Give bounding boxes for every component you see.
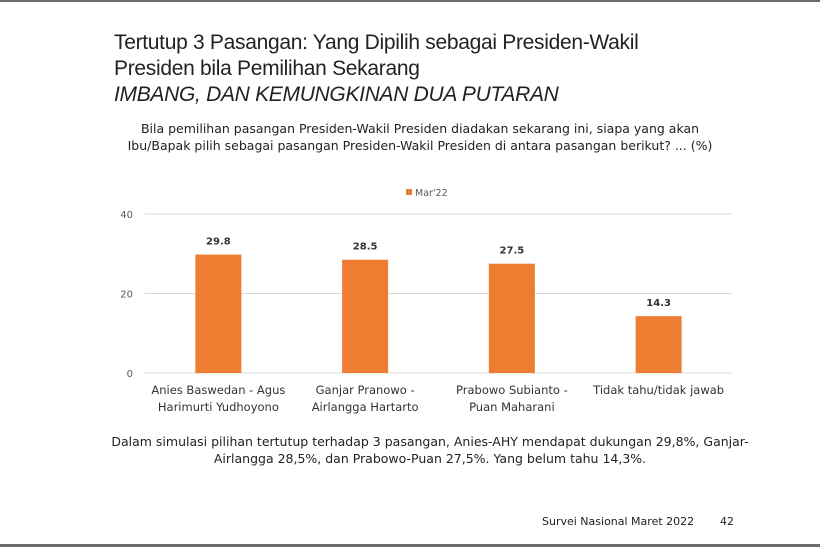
footer-text: Survei Nasional Maret 2022 xyxy=(542,515,695,528)
legend-swatch xyxy=(406,189,412,195)
bar xyxy=(195,254,242,373)
summary-note: Dalam simulasi pilihan tertutup terhadap… xyxy=(111,434,749,466)
x-tick-label: Puan Maharani xyxy=(469,400,555,414)
title-line-2: Presiden bila Pemilihan Sekarang xyxy=(114,57,420,80)
y-tick-label: 0 xyxy=(127,369,133,380)
x-tick-label: Harimurti Yudhoyono xyxy=(158,400,279,414)
x-tick-label: Ganjar Pranowo - xyxy=(316,383,415,397)
bottom-border xyxy=(0,544,820,547)
page-number: 42 xyxy=(720,515,734,528)
x-tick-label: Prabowo Subianto - xyxy=(456,383,568,397)
bar xyxy=(635,316,682,373)
x-tick-label: Tidak tahu/tidak jawab xyxy=(592,383,724,397)
survey-question: Bila pemilihan pasangan Presiden-Wakil P… xyxy=(127,121,713,153)
x-tick-label: Airlangga Hartarto xyxy=(312,400,419,414)
top-border xyxy=(0,0,820,2)
data-label: 28.5 xyxy=(353,242,378,253)
data-label: 14.3 xyxy=(646,298,671,309)
slide-subtitle: IMBANG, DAN KEMUNGKINAN DUA PUTARAN xyxy=(114,83,559,106)
title-line-1: Tertutup 3 Pasangan: Yang Dipilih sebaga… xyxy=(114,31,639,54)
slide-title: Tertutup 3 Pasangan: Yang Dipilih sebaga… xyxy=(114,30,639,108)
data-label: 27.5 xyxy=(500,246,525,257)
bar-chart: 0 20 40 Mar'22 29.8 Anies Baswedan - Agus Hari… xyxy=(120,188,732,414)
bar xyxy=(342,259,389,373)
legend-label: Mar'22 xyxy=(415,188,448,199)
y-tick-label: 40 xyxy=(120,210,133,221)
y-tick-label: 20 xyxy=(120,290,133,301)
data-label: 29.8 xyxy=(206,237,231,248)
bar xyxy=(488,263,535,373)
x-tick-label: Anies Baswedan - Agus xyxy=(151,383,285,397)
